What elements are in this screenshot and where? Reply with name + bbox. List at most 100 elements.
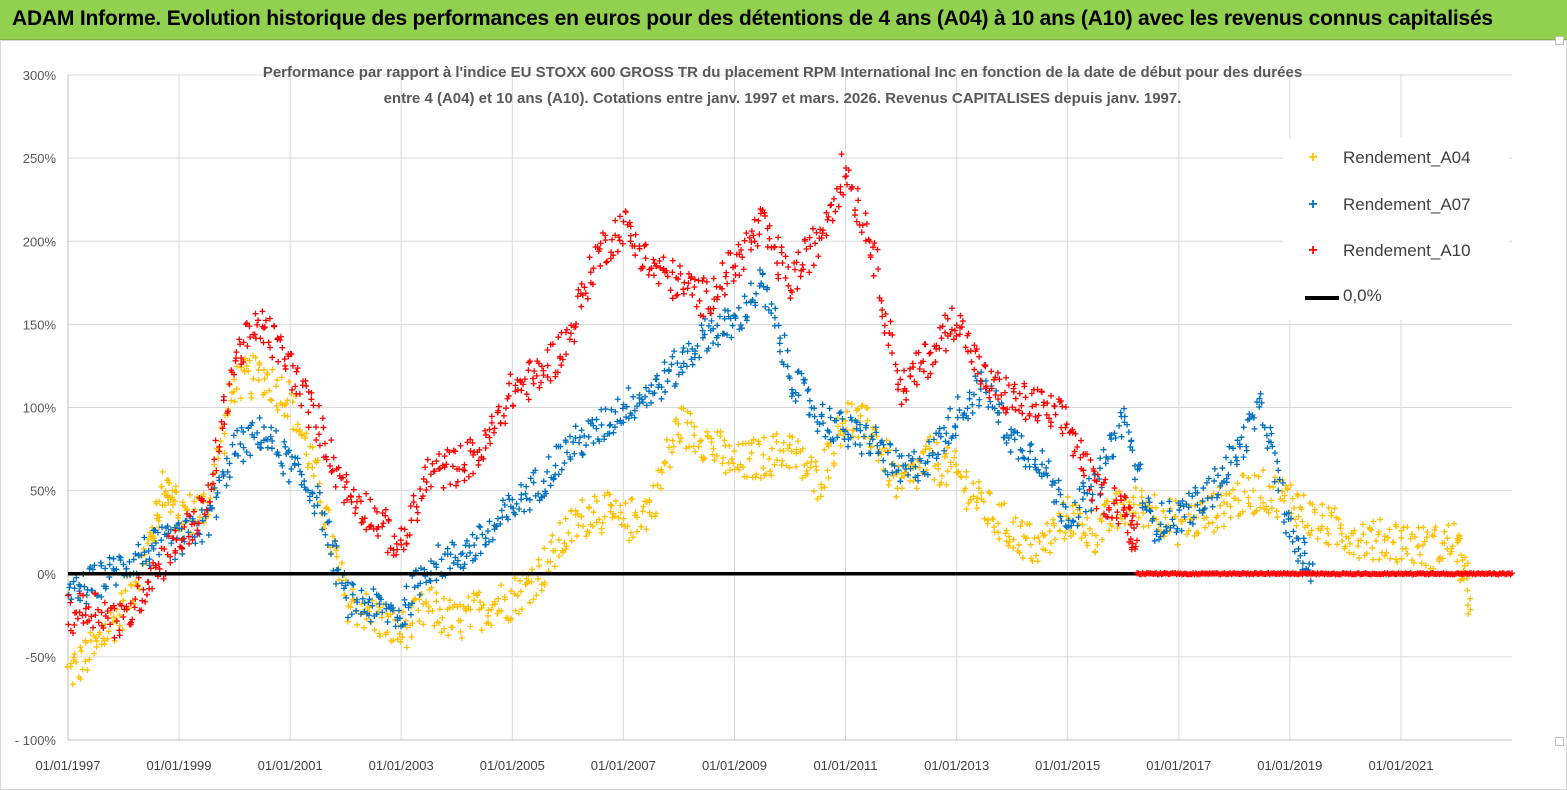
data-point-rendement-a10: [964, 348, 971, 355]
data-point-rendement-a10: [293, 368, 300, 375]
data-point-rendement-a04: [1035, 534, 1042, 541]
data-point-rendement-a04: [1403, 545, 1410, 552]
data-point-rendement-a04: [555, 536, 562, 543]
data-point-rendement-a07: [1238, 434, 1245, 441]
data-point-rendement-a10: [308, 396, 315, 403]
data-point-rendement-a04: [1062, 529, 1069, 536]
data-point-rendement-a10: [368, 522, 375, 529]
data-point-rendement-a04: [767, 468, 774, 475]
chart-title-line-2: entre 4 (A04) et 10 ans (A10). Cotations…: [383, 90, 1182, 107]
data-point-rendement-a10: [205, 482, 212, 489]
chart-resize-handle-bottom-right[interactable]: [1555, 737, 1564, 746]
data-point-rendement-a07: [1139, 500, 1146, 507]
y-tick-label: 300%: [23, 68, 57, 83]
data-point-rendement-a04: [1227, 503, 1234, 510]
data-point-rendement-a07: [1181, 513, 1188, 520]
data-point-rendement-a04: [1240, 472, 1247, 479]
data-point-rendement-a04: [498, 607, 505, 614]
data-point-rendement-a07: [523, 495, 530, 502]
data-point-rendement-a07: [269, 437, 276, 444]
data-point-rendement-a10: [80, 620, 87, 627]
data-point-rendement-a10: [663, 267, 670, 274]
data-point-rendement-a04: [618, 521, 625, 528]
data-point-rendement-a10: [714, 293, 721, 300]
data-point-rendement-a10: [315, 402, 322, 409]
data-point-rendement-a10: [149, 585, 156, 592]
data-point-rendement-a07: [653, 376, 660, 383]
data-point-rendement-a04: [653, 510, 660, 517]
data-point-rendement-a07: [240, 458, 247, 465]
data-point-rendement-a04: [864, 405, 871, 412]
data-point-rendement-a07: [1307, 578, 1314, 585]
data-point-rendement-a10: [1063, 421, 1070, 428]
data-point-rendement-a04: [666, 444, 673, 451]
data-point-rendement-a10: [932, 358, 939, 365]
data-point-rendement-a10: [791, 266, 798, 273]
data-point-rendement-a04: [1439, 555, 1446, 562]
data-point-rendement-a07: [1058, 517, 1065, 524]
data-point-rendement-a10: [1028, 390, 1035, 397]
data-point-rendement-a04: [1140, 523, 1147, 530]
data-point-rendement-a10: [70, 630, 77, 637]
data-point-rendement-a04: [1441, 528, 1448, 535]
data-point-rendement-a07: [1276, 476, 1283, 483]
data-point-rendement-a07: [1028, 441, 1035, 448]
data-point-rendement-a10: [461, 461, 468, 468]
data-point-rendement-a10: [639, 263, 646, 270]
x-tick-label: 01/01/2007: [591, 758, 656, 773]
data-point-rendement-a10: [313, 437, 320, 444]
data-point-rendement-a04: [476, 589, 483, 596]
data-point-rendement-a07: [175, 520, 182, 527]
data-point-rendement-a04: [336, 576, 343, 583]
data-point-rendement-a04: [996, 535, 1003, 542]
data-point-rendement-a04: [369, 597, 376, 604]
data-point-rendement-a10: [475, 461, 482, 468]
data-point-rendement-a10: [167, 553, 174, 560]
data-point-rendement-a07: [463, 553, 470, 560]
data-point-rendement-a04: [1345, 535, 1352, 542]
data-point-rendement-a04: [899, 485, 906, 492]
data-point-rendement-a07: [460, 565, 467, 572]
data-point-rendement-a10: [173, 536, 180, 543]
data-point-rendement-a10: [544, 374, 551, 381]
data-point-rendement-a10: [65, 621, 72, 628]
y-tick-label: 50%: [30, 484, 56, 499]
data-point-rendement-a10: [437, 465, 444, 472]
data-point-rendement-a10: [464, 439, 471, 446]
data-point-rendement-a04: [601, 513, 608, 520]
data-point-rendement-a07: [349, 580, 356, 587]
data-point-rendement-a10: [391, 533, 398, 540]
data-point-rendement-a07: [1137, 461, 1144, 468]
data-point-rendement-a07: [772, 305, 779, 312]
data-point-rendement-a04: [156, 514, 163, 521]
data-point-rendement-a07: [389, 607, 396, 614]
data-point-rendement-a04: [864, 417, 871, 424]
data-point-rendement-a04: [981, 515, 988, 522]
data-point-rendement-a04: [1424, 528, 1431, 535]
data-point-rendement-a10: [874, 246, 881, 253]
data-point-rendement-a07: [298, 471, 305, 478]
data-point-rendement-a07: [814, 428, 821, 435]
data-point-rendement-a04: [269, 366, 276, 373]
data-point-rendement-a04: [449, 624, 456, 631]
data-point-rendement-a10: [531, 368, 538, 375]
data-point-rendement-a10: [172, 547, 179, 554]
data-point-rendement-a10: [361, 515, 368, 522]
data-point-rendement-a07: [1223, 454, 1229, 461]
data-point-rendement-a10: [328, 469, 335, 476]
data-point-rendement-a04: [1462, 554, 1469, 561]
data-point-rendement-a10: [697, 312, 704, 319]
data-point-rendement-a10: [736, 272, 743, 279]
data-point-rendement-a07: [1211, 477, 1218, 484]
data-point-rendement-a07: [235, 452, 242, 459]
data-point-rendement-a07: [710, 325, 717, 332]
data-point-rendement-a04: [105, 628, 112, 635]
data-point-rendement-a07: [438, 556, 445, 563]
data-point-rendement-a04: [329, 533, 336, 540]
data-point-rendement-a04: [678, 435, 685, 442]
data-point-rendement-a07: [692, 348, 699, 355]
data-point-rendement-a07: [715, 341, 722, 348]
data-point-rendement-a10: [435, 466, 442, 473]
chart-resize-handle-top-right[interactable]: [1555, 36, 1564, 45]
data-point-rendement-a04: [1319, 501, 1326, 508]
